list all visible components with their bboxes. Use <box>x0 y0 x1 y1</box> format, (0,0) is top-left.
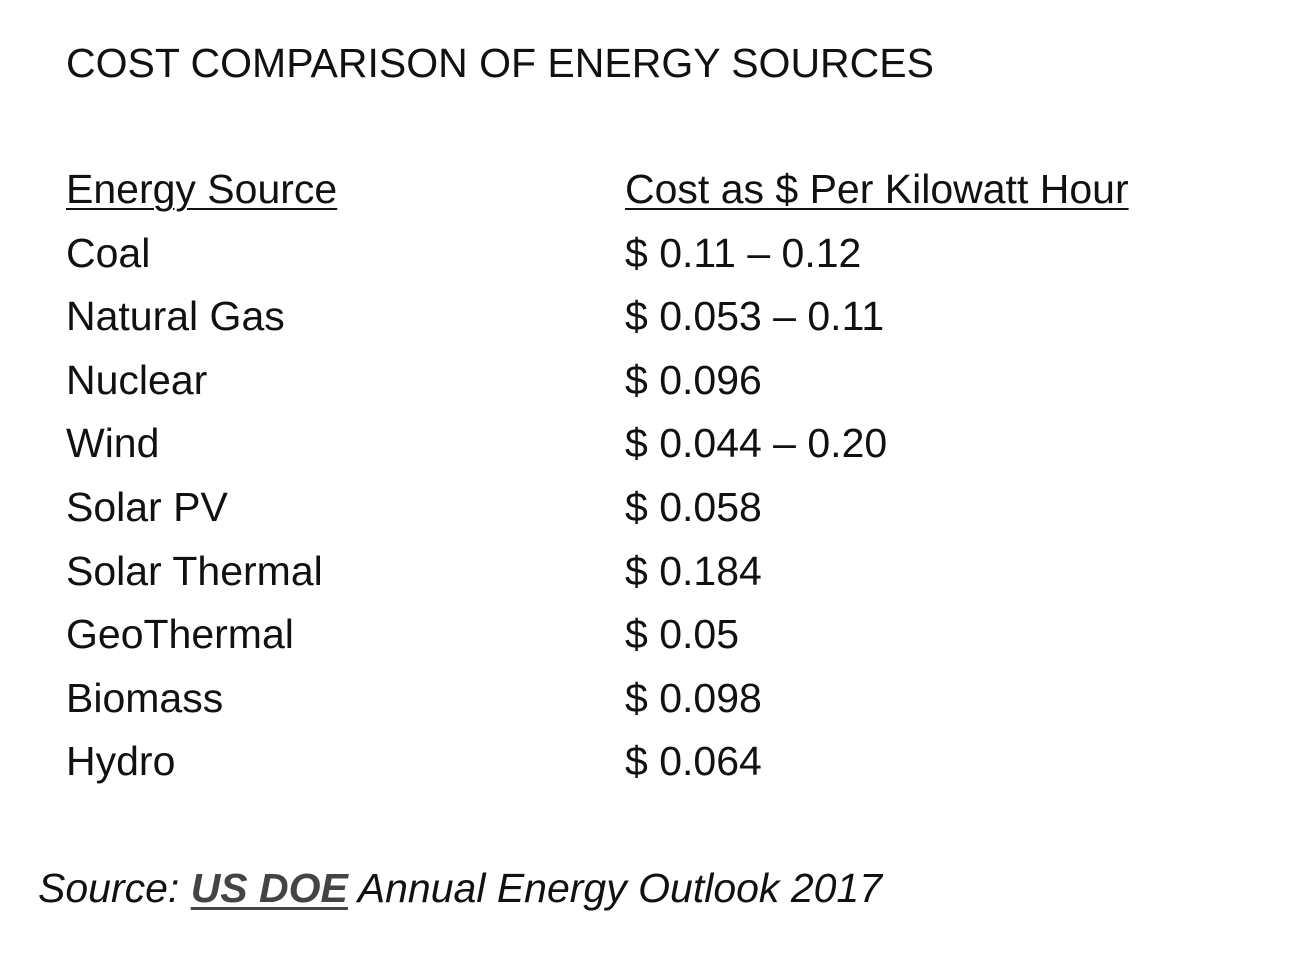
source-citation: Source: US DOE Annual Energy Outlook 201… <box>38 863 882 913</box>
energy-source-cell: Coal <box>66 229 151 276</box>
table-row: Nuclear $ 0.096 <box>66 355 1246 419</box>
cost-cell: $ 0.044 – 0.20 <box>625 420 888 467</box>
source-suffix: Annual Energy Outlook 2017 <box>347 865 883 911</box>
energy-source-cell: Nuclear <box>66 356 208 403</box>
energy-source-cell: Biomass <box>66 674 224 721</box>
source-prefix: Source: <box>38 865 191 911</box>
cost-cell: $ 0.098 <box>625 674 762 721</box>
table-row: Coal $ 0.11 – 0.12 <box>66 228 1246 292</box>
table-header-row: Energy Source Cost as $ Per Kilowatt Hou… <box>66 164 1246 228</box>
table-row: Hydro $ 0.064 <box>66 736 1246 800</box>
cost-cell: $ 0.096 <box>625 356 762 403</box>
table-row: Solar Thermal $ 0.184 <box>66 546 1246 610</box>
cost-cell: $ 0.184 <box>625 547 762 594</box>
cost-cell: $ 0.058 <box>625 483 762 530</box>
energy-source-cell: Solar Thermal <box>66 547 323 594</box>
cost-cell: $ 0.053 – 0.11 <box>625 293 885 340</box>
cost-cell: $ 0.064 <box>625 738 762 785</box>
table-row: Biomass $ 0.098 <box>66 673 1246 737</box>
energy-source-cell: GeoThermal <box>66 611 294 658</box>
cost-cell: $ 0.05 <box>625 611 739 658</box>
table-row: Wind $ 0.044 – 0.20 <box>66 418 1246 482</box>
page-title: COST COMPARISON OF ENERGY SOURCES <box>66 40 934 86</box>
cost-cell: $ 0.11 – 0.12 <box>625 229 862 276</box>
us-doe-link[interactable]: US DOE <box>190 865 348 911</box>
header-energy-source: Energy Source <box>66 166 338 212</box>
table-row: Natural Gas $ 0.053 – 0.11 <box>66 291 1246 355</box>
header-cost-per-kwh: Cost as $ Per Kilowatt Hour <box>625 166 1129 212</box>
energy-source-cell: Solar PV <box>66 483 228 530</box>
energy-source-cell: Wind <box>66 420 160 467</box>
table-row: GeoThermal $ 0.05 <box>66 609 1246 673</box>
energy-source-cell: Natural Gas <box>66 293 285 340</box>
table-row: Solar PV $ 0.058 <box>66 482 1246 546</box>
energy-source-cell: Hydro <box>66 738 176 785</box>
energy-cost-table: Energy Source Cost as $ Per Kilowatt Hou… <box>66 164 1246 800</box>
